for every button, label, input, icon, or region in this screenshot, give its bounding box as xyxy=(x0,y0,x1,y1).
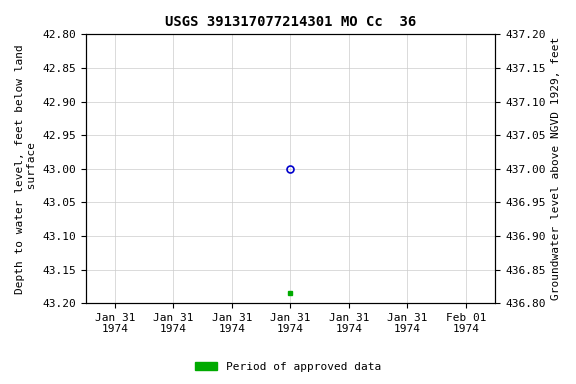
Y-axis label: Groundwater level above NGVD 1929, feet: Groundwater level above NGVD 1929, feet xyxy=(551,37,561,300)
Y-axis label: Depth to water level, feet below land
 surface: Depth to water level, feet below land su… xyxy=(15,44,37,294)
Legend: Period of approved data: Period of approved data xyxy=(191,358,385,377)
Title: USGS 391317077214301 MO Cc  36: USGS 391317077214301 MO Cc 36 xyxy=(165,15,416,29)
